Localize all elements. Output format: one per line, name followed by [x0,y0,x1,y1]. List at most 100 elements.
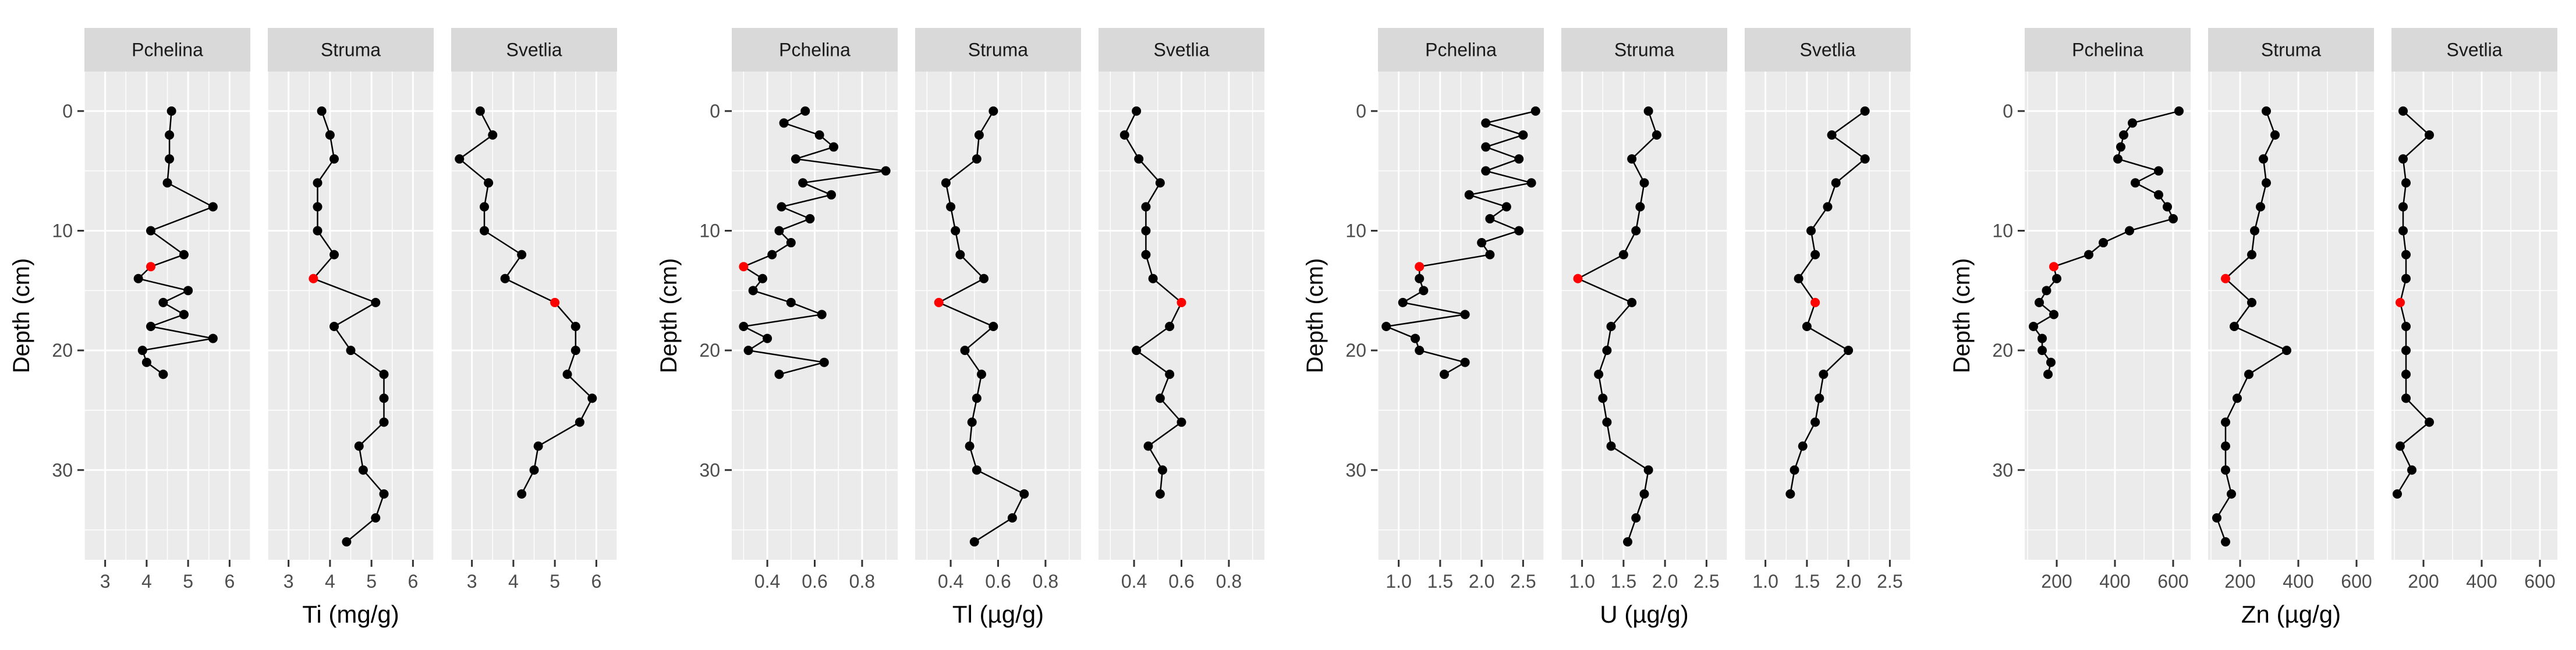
panel-background [2391,72,2557,560]
highlight-point [1810,297,1820,307]
data-point [379,489,389,499]
x-tick-label: 4 [325,571,335,592]
data-point [1785,489,1795,499]
data-point [133,274,143,283]
data-point [965,441,975,451]
x-tick-label: 2.5 [1877,571,1902,592]
data-point [739,322,749,332]
highlight-point [309,274,318,283]
highlight-point [1415,262,1425,272]
x-tick-label: 0.6 [985,571,1011,592]
data-point [500,274,510,283]
highlight-point [1573,274,1583,283]
data-point [342,537,352,547]
y-axis-title: Depth (cm) [9,258,34,374]
data-point [1155,489,1165,499]
x-tick-label: 3 [100,571,111,592]
data-point [529,465,539,475]
y-axis-title: Depth (cm) [656,258,682,374]
y-tick-label: 30 [1992,460,2013,481]
data-point [533,441,543,451]
data-point [2393,489,2402,499]
data-point [165,130,175,140]
data-point [1464,190,1474,200]
data-point [1627,154,1637,164]
data-point [2212,513,2221,523]
data-point [137,346,147,356]
x-tick-label: 0.8 [1033,571,1058,592]
x-tick-label: 3 [284,571,294,592]
highlight-point [550,297,560,307]
data-point [1844,346,1854,356]
y-tick-label: 0 [62,101,73,122]
data-point [346,346,356,356]
x-tick-label: 1.0 [1386,571,1411,592]
data-point [165,154,175,164]
data-point [1155,393,1165,403]
data-point [1860,106,1870,116]
data-point [562,370,572,379]
data-point [1148,274,1158,283]
facet-svetlia: Svetlia 1.0 1.5 2.0 2.5 [1744,28,1911,592]
data-point [767,250,777,260]
data-point [2250,226,2259,236]
data-point [881,166,891,176]
data-point [1165,322,1175,332]
data-point [158,297,168,307]
data-point [2398,106,2408,116]
data-point [2401,250,2411,260]
data-point [2259,154,2268,164]
data-point [2401,393,2411,403]
data-point [2262,178,2271,188]
data-point [2099,238,2108,248]
facet-strip-label: Struma [2261,40,2321,61]
data-point [972,465,981,475]
data-point [517,250,527,260]
data-point [2113,154,2123,164]
facet-pchelina: Pchelina 0.4 0.6 0.8 [732,28,898,592]
data-point [1143,441,1153,451]
data-point [2221,465,2230,475]
data-point [2262,106,2271,116]
data-point [1501,202,1511,212]
data-point [1526,178,1536,188]
data-point [162,178,172,188]
data-point [488,130,498,140]
data-point [819,357,829,367]
data-point [2116,142,2125,152]
data-point [2154,166,2163,176]
facet-strip [84,28,250,72]
data-point [2425,417,2434,427]
data-point [969,537,979,547]
data-point [2049,310,2058,319]
data-point [1598,393,1608,403]
data-point [1631,513,1641,523]
data-point [325,130,335,140]
y-tick-label: 10 [1992,220,2013,241]
facet-strip [268,28,434,72]
data-point [743,346,753,356]
data-point [2043,370,2053,379]
data-point [1415,274,1425,283]
x-tick-label: 0.8 [849,571,875,592]
data-point [379,417,389,427]
data-point [1802,322,1812,332]
data-point [1606,441,1616,451]
data-point [2256,202,2265,212]
data-point [2230,322,2239,332]
data-point [571,322,580,332]
facet-struma: Struma 1.0 1.5 2.0 2.5 [1561,28,1728,592]
facet-strip-label: Pchelina [779,40,851,61]
data-point [2119,130,2128,140]
x-tick-label: 0.4 [938,571,963,592]
data-point [1594,370,1604,379]
data-point [2038,346,2047,356]
data-point [774,370,784,379]
data-point [988,322,998,332]
x-tick-label: 5 [366,571,377,592]
data-point [1132,106,1142,116]
data-point [1860,154,1870,164]
x-tick-label: 4 [141,571,152,592]
